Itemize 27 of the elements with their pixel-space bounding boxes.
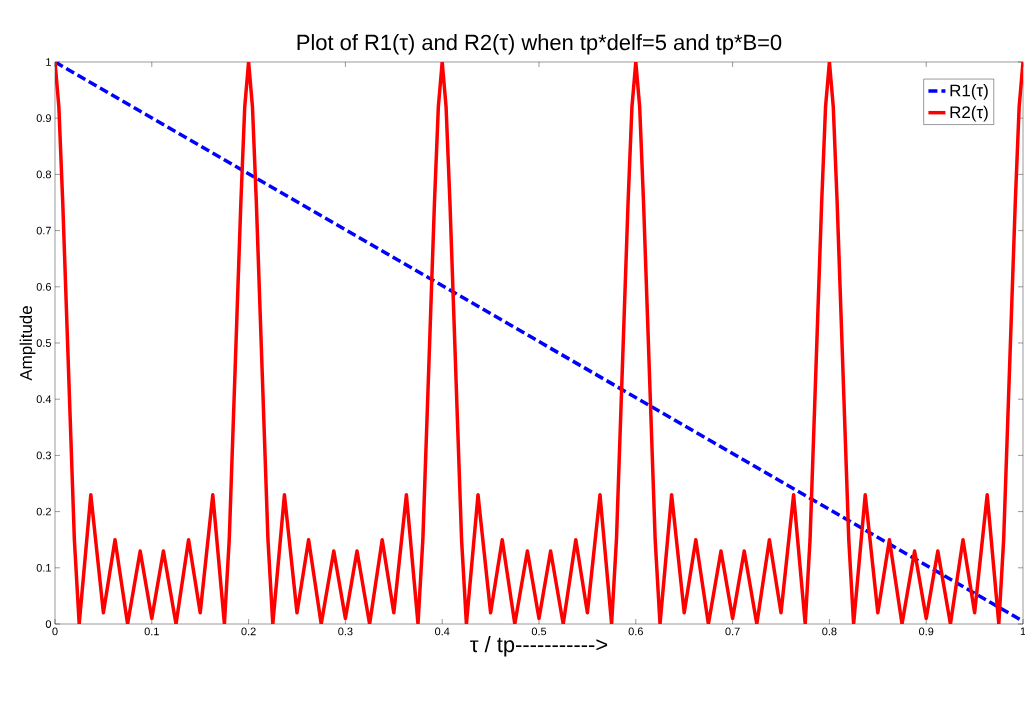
x-tick-label: 0.7	[725, 627, 740, 636]
x-axis-title: τ / tp----------->	[470, 636, 608, 657]
x-tick-label: 0.8	[822, 627, 837, 636]
x-tick-label: 0.4	[435, 627, 450, 636]
y-tick-label: 0.4	[36, 395, 52, 404]
chart-title: Plot of R1(τ) and R2(τ) when tp*delf=5 and tp*B=0	[297, 34, 782, 55]
x-tick-label: 0.3	[338, 627, 353, 636]
x-tick-label: 0	[52, 627, 58, 636]
y-tick-label: 0.3	[36, 451, 51, 460]
y-tick-label: 0.2	[36, 507, 51, 516]
x-tick-label: 0.6	[628, 627, 643, 636]
y-tick-label: 0.8	[36, 170, 51, 179]
y-tick-label: 0.6	[36, 282, 51, 291]
y-tick-label: 0.5	[36, 339, 52, 347]
legend-label: R2(τ)	[950, 105, 988, 122]
x-tick-label: 1	[1020, 627, 1025, 636]
y-tick-label: 1	[46, 58, 51, 66]
x-tick-label: 0.1	[144, 627, 159, 636]
y-tick-label: 0.7	[36, 226, 51, 235]
x-tick-label: 0.5	[531, 627, 547, 636]
y-tick-label: 0	[45, 620, 52, 628]
legend-label: R1(τ)	[950, 84, 988, 100]
x-tick-label: 0.2	[241, 627, 256, 636]
y-tick-label: 0.9	[36, 114, 51, 123]
x-tick-label: 0.9	[919, 627, 934, 636]
y-axis-title: Amplitude	[19, 306, 36, 381]
y-tick-label: 0.1	[36, 563, 51, 572]
